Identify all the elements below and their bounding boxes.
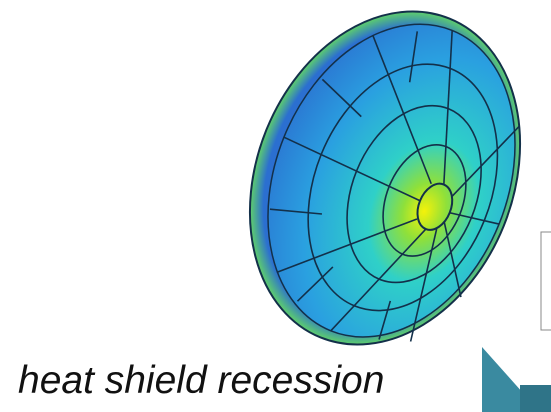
caption: heat shield recession: [18, 359, 384, 402]
corner-strip: [520, 385, 551, 412]
bracket: [541, 232, 551, 330]
heat-shield-image: [202, 0, 551, 385]
slide: heat shield recession: [0, 0, 551, 412]
